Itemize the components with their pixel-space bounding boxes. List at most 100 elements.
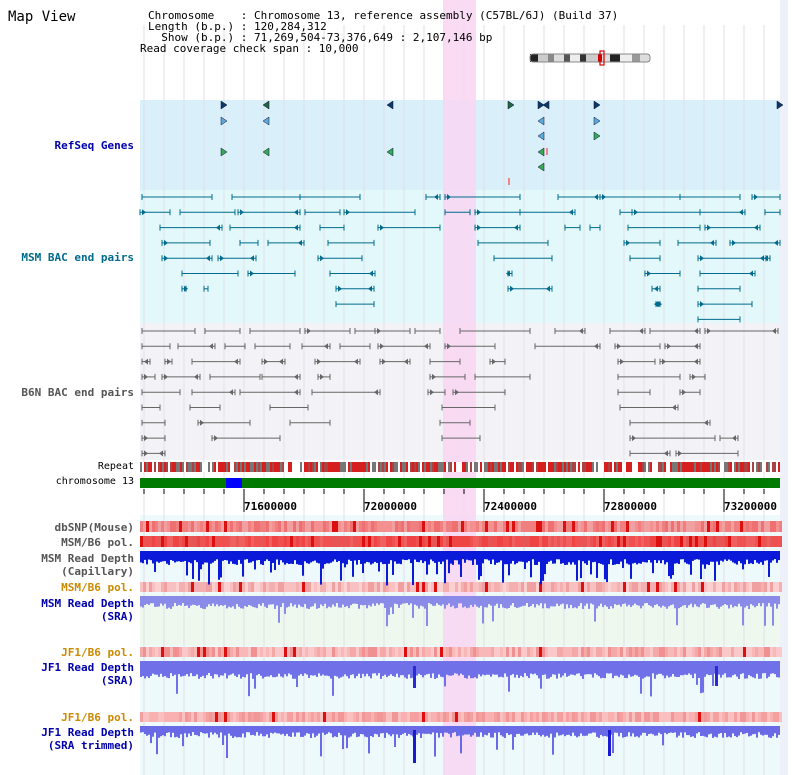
repeat-segment bbox=[444, 462, 446, 472]
msm-pol-sra-heat-cell bbox=[239, 582, 242, 592]
repeat-segment bbox=[664, 462, 666, 472]
msm-depth-cap-bar bbox=[774, 551, 776, 560]
msm-depth-sra-bar bbox=[770, 596, 772, 607]
repeat-segment bbox=[148, 462, 150, 472]
msm-depth-cap-bar bbox=[318, 551, 320, 564]
msm-pol-heat-cell bbox=[278, 536, 281, 547]
dbsnp-heat-cell bbox=[608, 521, 611, 532]
jf1-depth-bar bbox=[328, 661, 330, 677]
msm-depth-sra-bar bbox=[524, 596, 526, 606]
jf1-pol-heat-cell bbox=[467, 647, 470, 657]
msm-pol-heat-cell bbox=[344, 536, 347, 547]
jf1-pol-heat-cell bbox=[431, 647, 434, 657]
repeat-segment bbox=[260, 462, 262, 472]
jf1-depth-bar bbox=[718, 661, 720, 675]
msm-pol-heat-cell bbox=[518, 536, 521, 547]
b6n-bac-pair-end bbox=[678, 450, 682, 457]
jf1-depth-bar bbox=[502, 661, 504, 678]
b6n-bac-pair-end bbox=[209, 343, 213, 350]
msm-depth-cap-bar bbox=[440, 551, 442, 565]
repeat-segment bbox=[708, 462, 710, 472]
jf1-depth-trimmed-bar bbox=[262, 726, 264, 737]
jf1-depth-trimmed-bar bbox=[378, 726, 380, 737]
b6n-bac-pair-end bbox=[682, 389, 686, 396]
dbsnp-heat-cell bbox=[536, 521, 539, 532]
jf1-depth-trimmed-bar bbox=[186, 726, 188, 738]
msm-depth-sra-bar bbox=[582, 596, 584, 609]
msm-pol-sra-heat-cell bbox=[722, 582, 725, 592]
jf1-pol-2-heat-cell bbox=[380, 712, 383, 722]
jf1-depth-bar bbox=[382, 661, 384, 677]
msm-depth-sra-bar bbox=[302, 596, 304, 608]
msm-pol-heat-cell bbox=[662, 536, 665, 547]
msm-depth-sra-bar bbox=[214, 596, 216, 607]
dbsnp-heat-cell bbox=[377, 521, 380, 532]
jf1-depth-trimmed-bar bbox=[436, 726, 438, 733]
repeat-segment bbox=[624, 462, 626, 472]
jf1-depth-bar bbox=[614, 661, 616, 676]
jf1-depth-bar bbox=[766, 661, 768, 679]
msm-pol-sra-heat-cell bbox=[461, 582, 464, 592]
jf1-depth-bar bbox=[306, 661, 308, 675]
msm-depth-sra-bar bbox=[450, 596, 452, 607]
msm-pol-sra-heat-cell bbox=[320, 582, 323, 592]
dbsnp-heat-cell bbox=[425, 521, 428, 532]
jf1-pol-heat-cell bbox=[341, 647, 344, 657]
jf1-depth-trimmed-bar bbox=[722, 726, 724, 738]
repeat-segment bbox=[468, 462, 470, 472]
repeat-segment bbox=[454, 462, 456, 472]
msm-pol-sra-heat-cell bbox=[179, 582, 182, 592]
dbsnp-heat-cell bbox=[467, 521, 470, 532]
jf1-depth-trimmed-bar bbox=[550, 726, 552, 734]
repeat-segment bbox=[632, 462, 634, 472]
jf1-depth-trimmed-bar bbox=[728, 726, 730, 737]
msm-pol-heat-cell bbox=[449, 536, 452, 547]
jf1-pol-2-heat-cell bbox=[185, 712, 188, 722]
msm-pol-sra-heat-cell bbox=[773, 582, 776, 592]
jf1-pol-2-heat-cell bbox=[578, 712, 581, 722]
jf1-depth-bar bbox=[676, 661, 678, 677]
repeat-segment bbox=[512, 462, 514, 472]
jf1-depth-trimmed-bar bbox=[362, 726, 364, 735]
msm-pol-sra-heat-cell bbox=[566, 582, 569, 592]
jf1-depth-trimmed-bar bbox=[516, 726, 518, 735]
msm-depth-sra-bar bbox=[682, 596, 684, 606]
dbsnp-heat-cell bbox=[431, 521, 434, 532]
jf1-depth-trimmed-bar bbox=[266, 726, 268, 735]
msm-bac-pair-end bbox=[760, 255, 764, 262]
dbsnp-heat-cell bbox=[653, 521, 656, 532]
b6n-bac-pair-end bbox=[294, 389, 298, 396]
msm-depth-cap-bar bbox=[354, 551, 356, 561]
jf1-pol-2-heat-cell bbox=[611, 712, 614, 722]
repeat-segment bbox=[616, 462, 618, 472]
data-track-label-jf1-pol-2: JF1/B6 pol. bbox=[61, 711, 134, 724]
msm-pol-sra-heat-cell bbox=[473, 582, 476, 592]
jf1-depth-bar bbox=[636, 661, 638, 676]
jf1-depth-trimmed-bar bbox=[390, 726, 392, 737]
jf1-pol-heat-cell bbox=[752, 647, 755, 657]
repeat-segment bbox=[266, 462, 268, 472]
msm-pol-heat-cell bbox=[398, 536, 401, 547]
repeat-segment bbox=[762, 462, 764, 472]
msm-depth-cap-bar bbox=[392, 551, 394, 575]
msm-depth-sra-bar bbox=[628, 596, 630, 605]
jf1-depth-trimmed-bar bbox=[570, 726, 572, 737]
jf1-depth-trimmed-bar bbox=[452, 726, 454, 733]
msm-pol-sra-heat-cell bbox=[431, 582, 434, 592]
jf1-depth-trimmed-bar bbox=[248, 726, 250, 733]
jf1-depth-bar bbox=[514, 661, 516, 678]
repeat-segment bbox=[246, 462, 248, 472]
msm-depth-cap-bar bbox=[726, 551, 728, 561]
repeat-segment bbox=[490, 462, 492, 472]
msm-pol-sra-heat-cell bbox=[572, 582, 575, 592]
msm-pol-sra-heat-cell bbox=[713, 582, 716, 592]
jf1-pol-heat-cell bbox=[497, 647, 500, 657]
dbsnp-heat-cell bbox=[680, 521, 683, 532]
jf1-depth-trimmed-bar bbox=[270, 726, 272, 733]
repeat-segment bbox=[606, 462, 608, 472]
jf1-pol-2-heat-cell bbox=[215, 712, 218, 722]
jf1-pol-2-heat-cell bbox=[323, 712, 326, 722]
jf1-depth-trimmed-bar bbox=[290, 726, 292, 737]
jf1-depth-bar bbox=[238, 661, 240, 675]
